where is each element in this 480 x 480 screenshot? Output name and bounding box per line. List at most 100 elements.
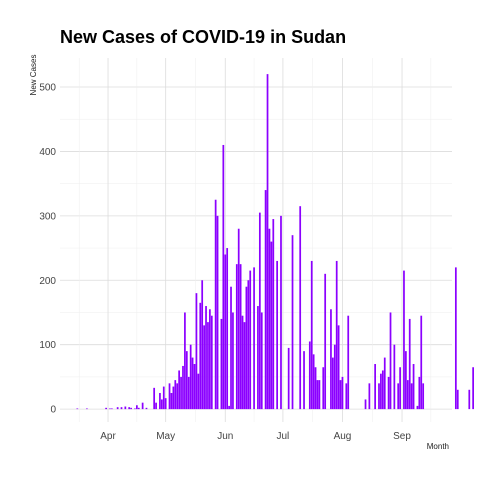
bar — [160, 399, 163, 410]
bar — [195, 293, 198, 410]
bar — [76, 408, 79, 410]
bar — [454, 267, 457, 410]
bar — [193, 364, 196, 410]
bar — [159, 393, 161, 410]
bar — [303, 351, 305, 410]
bar — [335, 260, 338, 410]
bar — [185, 351, 188, 410]
bar — [456, 389, 459, 410]
bar — [291, 235, 294, 410]
bar — [399, 367, 401, 410]
x-tick-labels: Apr May Jun Jul Aug Sep — [100, 431, 411, 442]
bar — [214, 199, 217, 410]
y-axis-label: New Cases — [29, 55, 38, 96]
bar — [182, 365, 184, 410]
bar — [416, 405, 419, 410]
x-tick-label: Sep — [393, 431, 411, 442]
y-tick-label: 200 — [39, 276, 56, 287]
bar — [316, 380, 319, 410]
bar — [257, 306, 259, 410]
bar — [209, 309, 211, 410]
bar — [235, 264, 238, 410]
bar — [337, 325, 340, 410]
bar — [136, 405, 138, 410]
bar — [339, 380, 342, 410]
x-tick-label: May — [156, 431, 175, 442]
bar — [222, 144, 225, 410]
bar — [381, 370, 384, 410]
bar — [260, 312, 263, 410]
bar — [266, 74, 269, 410]
bar — [241, 315, 244, 410]
y-tick-label: 100 — [39, 340, 56, 351]
bar — [264, 190, 267, 410]
bar — [189, 344, 192, 410]
bar — [403, 270, 405, 410]
bar — [205, 306, 207, 410]
x-tick-label: Jun — [217, 431, 233, 442]
bar — [408, 318, 411, 410]
bar — [314, 367, 317, 410]
bar — [116, 407, 119, 410]
bar — [230, 286, 232, 410]
chart-title: New Cases of COVID-19 in Sudan — [60, 27, 346, 47]
bar — [170, 393, 173, 410]
bar — [258, 212, 261, 410]
bar — [168, 383, 171, 410]
bar — [268, 228, 271, 410]
y-tick-label: 400 — [39, 147, 56, 158]
bar — [374, 364, 376, 410]
bar — [387, 376, 390, 410]
bar — [210, 315, 213, 410]
bar — [368, 383, 371, 410]
y-tick-label: 500 — [39, 82, 56, 93]
bar — [120, 407, 123, 410]
y-tick-labels: 0 100 200 300 400 500 — [39, 82, 56, 415]
bar — [111, 408, 113, 410]
bar — [232, 312, 234, 410]
bar — [243, 322, 246, 410]
bar — [155, 402, 157, 410]
bar — [137, 407, 140, 410]
x-axis-label: Month — [427, 442, 449, 451]
bar — [145, 407, 148, 410]
x-tick-label: Apr — [100, 431, 116, 442]
bar — [216, 215, 219, 410]
bar — [130, 407, 132, 410]
bar — [422, 383, 425, 410]
bar — [197, 373, 200, 410]
bar — [276, 260, 278, 410]
bar — [333, 344, 336, 410]
bar — [228, 405, 230, 410]
bar — [472, 367, 474, 410]
x-tick-label: Jul — [277, 431, 290, 442]
bar — [141, 402, 144, 410]
bar — [299, 206, 302, 410]
y-tick-label: 0 — [50, 405, 56, 416]
bar — [178, 370, 180, 410]
bar — [412, 364, 415, 410]
bar — [380, 373, 382, 410]
bar — [249, 270, 252, 410]
bar — [172, 386, 175, 410]
bar — [405, 351, 407, 410]
bar — [420, 315, 423, 410]
bar — [341, 376, 344, 410]
bar — [324, 273, 327, 410]
bar — [308, 341, 311, 410]
bar — [153, 387, 156, 410]
bar — [310, 260, 313, 410]
bar — [393, 344, 396, 410]
bar — [332, 357, 334, 410]
grid-lines — [60, 58, 452, 422]
bar — [272, 219, 275, 410]
bar — [109, 408, 111, 410]
bars — [76, 74, 474, 410]
bar — [124, 406, 127, 410]
bar — [239, 264, 242, 410]
bar — [201, 280, 204, 410]
bar — [187, 376, 190, 410]
bar — [312, 354, 315, 410]
bar — [105, 407, 107, 410]
bar — [418, 376, 421, 410]
